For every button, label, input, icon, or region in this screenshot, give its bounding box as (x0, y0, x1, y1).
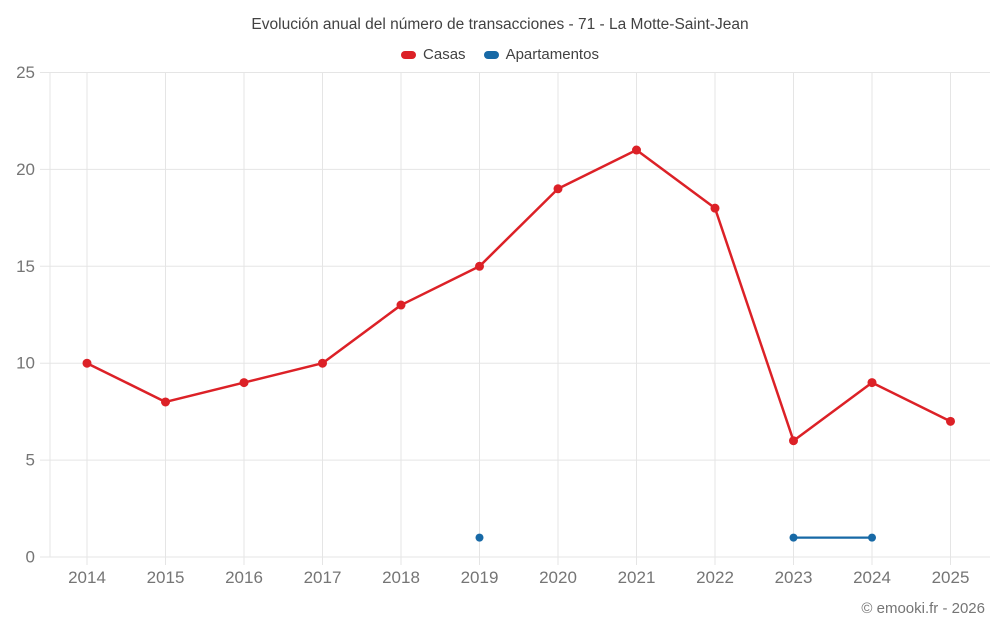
x-tick-label: 2023 (775, 568, 813, 587)
x-tick-label: 2020 (539, 568, 577, 587)
data-point-casas-2021[interactable] (632, 145, 641, 155)
copyright-attribution: © emooki.fr - 2026 (861, 600, 985, 617)
data-point-casas-2024[interactable] (867, 378, 877, 388)
data-point-apartamentos-2019[interactable] (475, 533, 484, 542)
legend-item-apartamentos[interactable]: Apartamentos (483, 46, 599, 63)
x-tick-label: 2015 (147, 568, 185, 587)
series-line-casas (85, 148, 952, 442)
data-point-casas-2022[interactable] (710, 203, 720, 213)
data-point-casas-2018[interactable] (396, 300, 406, 310)
casas-color-swatch-icon (401, 50, 417, 59)
x-tick-label: 2021 (618, 568, 656, 587)
data-point-apartamentos-2023[interactable] (789, 533, 798, 542)
x-tick-label: 2017 (304, 568, 342, 587)
x-tick-label: 2024 (853, 568, 891, 587)
legend-item-casas[interactable]: Casas (401, 46, 466, 63)
x-tick-label: 2014 (68, 568, 106, 587)
x-tick-label: 2022 (696, 568, 734, 587)
apartamentos-color-swatch-icon (483, 50, 499, 59)
y-tick-label: 20 (16, 160, 35, 179)
x-tick-label: 2016 (225, 568, 263, 587)
x-tick-label: 2018 (382, 568, 420, 587)
y-tick-label: 0 (26, 548, 35, 567)
data-point-casas-2025[interactable] (946, 416, 955, 426)
data-point-casas-2014[interactable] (82, 358, 92, 368)
data-point-casas-2023[interactable] (789, 436, 798, 446)
data-point-apartamentos-2024[interactable] (868, 533, 876, 542)
data-point-casas-2016[interactable] (239, 378, 249, 388)
x-tick-label: 2025 (932, 568, 970, 587)
chart-title: Evolución anual del número de transaccio… (251, 16, 749, 33)
y-tick-label: 5 (26, 451, 35, 470)
legend-label-apartamentos: Apartamentos (505, 46, 599, 63)
y-tick-label: 15 (16, 257, 35, 276)
data-point-casas-2015[interactable] (161, 397, 170, 407)
y-tick-label: 25 (16, 63, 35, 82)
data-point-casas-2019[interactable] (475, 261, 484, 271)
chart-legend: Casas Apartamentos (0, 46, 1000, 63)
data-point-casas-2017[interactable] (318, 358, 327, 368)
legend-label-casas: Casas (423, 46, 466, 63)
data-point-casas-2020[interactable] (553, 184, 563, 194)
y-tick-label: 10 (16, 354, 35, 373)
x-tick-label: 2019 (461, 568, 499, 587)
